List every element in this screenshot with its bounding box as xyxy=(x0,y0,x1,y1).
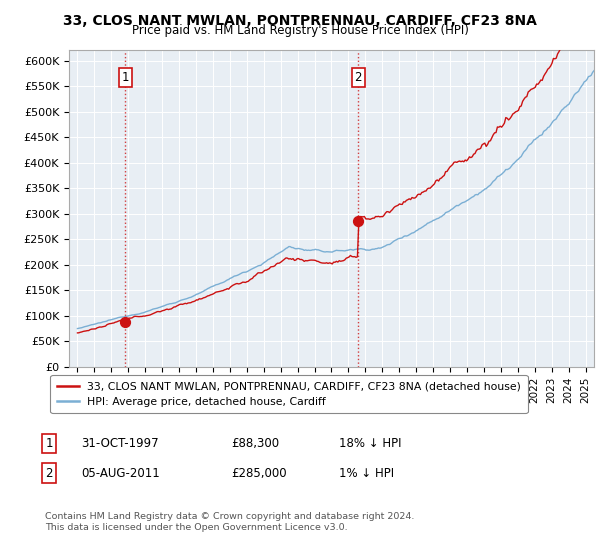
Text: 1: 1 xyxy=(46,437,53,450)
Point xyxy=(353,217,363,226)
Legend: 33, CLOS NANT MWLAN, PONTPRENNAU, CARDIFF, CF23 8NA (detached house), HPI: Avera: 33, CLOS NANT MWLAN, PONTPRENNAU, CARDIF… xyxy=(50,375,527,413)
Text: £285,000: £285,000 xyxy=(231,466,287,480)
Text: 31-OCT-1997: 31-OCT-1997 xyxy=(81,437,158,450)
Text: 05-AUG-2011: 05-AUG-2011 xyxy=(81,466,160,480)
Text: 1% ↓ HPI: 1% ↓ HPI xyxy=(339,466,394,480)
Text: 18% ↓ HPI: 18% ↓ HPI xyxy=(339,437,401,450)
Text: 33, CLOS NANT MWLAN, PONTPRENNAU, CARDIFF, CF23 8NA: 33, CLOS NANT MWLAN, PONTPRENNAU, CARDIF… xyxy=(63,14,537,28)
Text: 2: 2 xyxy=(355,71,362,84)
Text: 1: 1 xyxy=(122,71,129,84)
Point xyxy=(121,318,130,326)
Text: 2: 2 xyxy=(46,466,53,480)
Text: £88,300: £88,300 xyxy=(231,437,279,450)
Text: Price paid vs. HM Land Registry's House Price Index (HPI): Price paid vs. HM Land Registry's House … xyxy=(131,24,469,37)
Text: Contains HM Land Registry data © Crown copyright and database right 2024.
This d: Contains HM Land Registry data © Crown c… xyxy=(45,512,415,532)
